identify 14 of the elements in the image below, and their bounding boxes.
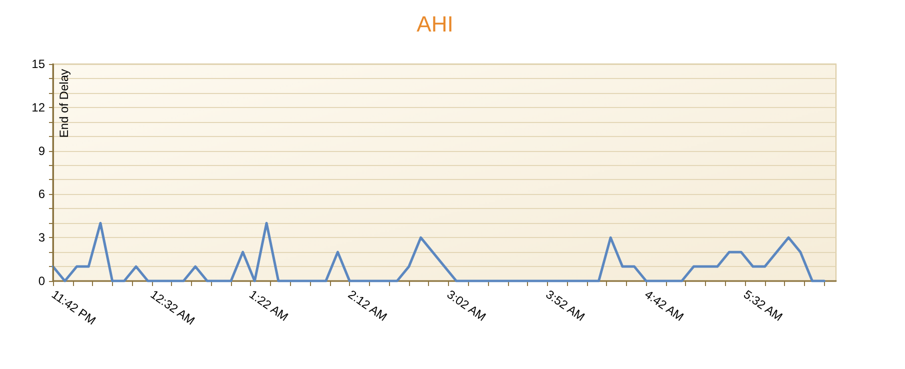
x-tick-label: 4:42 AM <box>642 287 686 324</box>
ref-line-label: End of Delay <box>57 69 71 138</box>
y-tick-label: 9 <box>38 144 46 158</box>
x-tick-label: 5:32 AM <box>741 287 786 324</box>
y-tick-label: 3 <box>38 230 46 245</box>
chart-title: AHI <box>416 12 454 36</box>
x-tick-label: 3:52 AM <box>543 287 588 324</box>
y-tick-label: 12 <box>32 100 46 114</box>
y-tick-label: 6 <box>38 187 46 202</box>
x-tick-label: 3:02 AM <box>444 287 489 324</box>
y-tick-label: 0 <box>38 274 46 288</box>
x-tick-label: 1:22 AM <box>246 287 291 324</box>
x-tick-label: 2:12 AM <box>346 287 390 324</box>
y-tick-label: 15 <box>32 57 46 71</box>
